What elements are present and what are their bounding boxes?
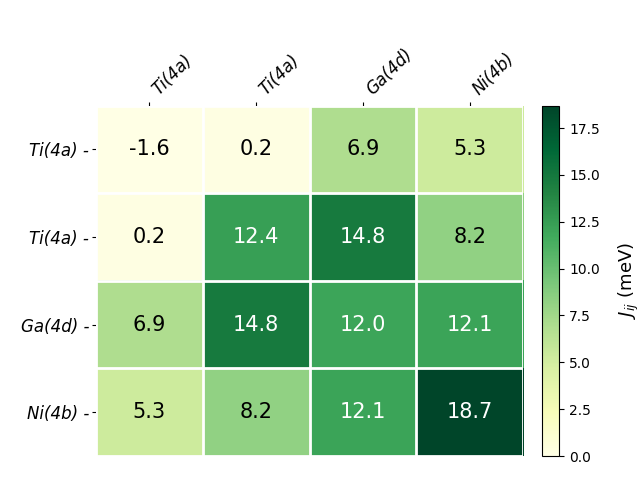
Text: 12.1: 12.1 [340,402,386,422]
Text: 6.9: 6.9 [346,139,380,159]
Text: 14.8: 14.8 [233,314,279,335]
Text: 8.2: 8.2 [239,402,273,422]
Text: 0.2: 0.2 [239,139,273,159]
Text: 12.0: 12.0 [340,314,386,335]
Text: 18.7: 18.7 [447,402,493,422]
Text: 12.1: 12.1 [447,314,493,335]
Text: 6.9: 6.9 [132,314,166,335]
Text: 14.8: 14.8 [340,227,386,247]
Text: 12.4: 12.4 [233,227,279,247]
Text: 5.3: 5.3 [133,402,166,422]
Text: 8.2: 8.2 [453,227,486,247]
Text: 0.2: 0.2 [133,227,166,247]
Y-axis label: $J_{ij}$ (meV): $J_{ij}$ (meV) [616,242,640,319]
Text: -1.6: -1.6 [129,139,170,159]
Text: 5.3: 5.3 [453,139,486,159]
